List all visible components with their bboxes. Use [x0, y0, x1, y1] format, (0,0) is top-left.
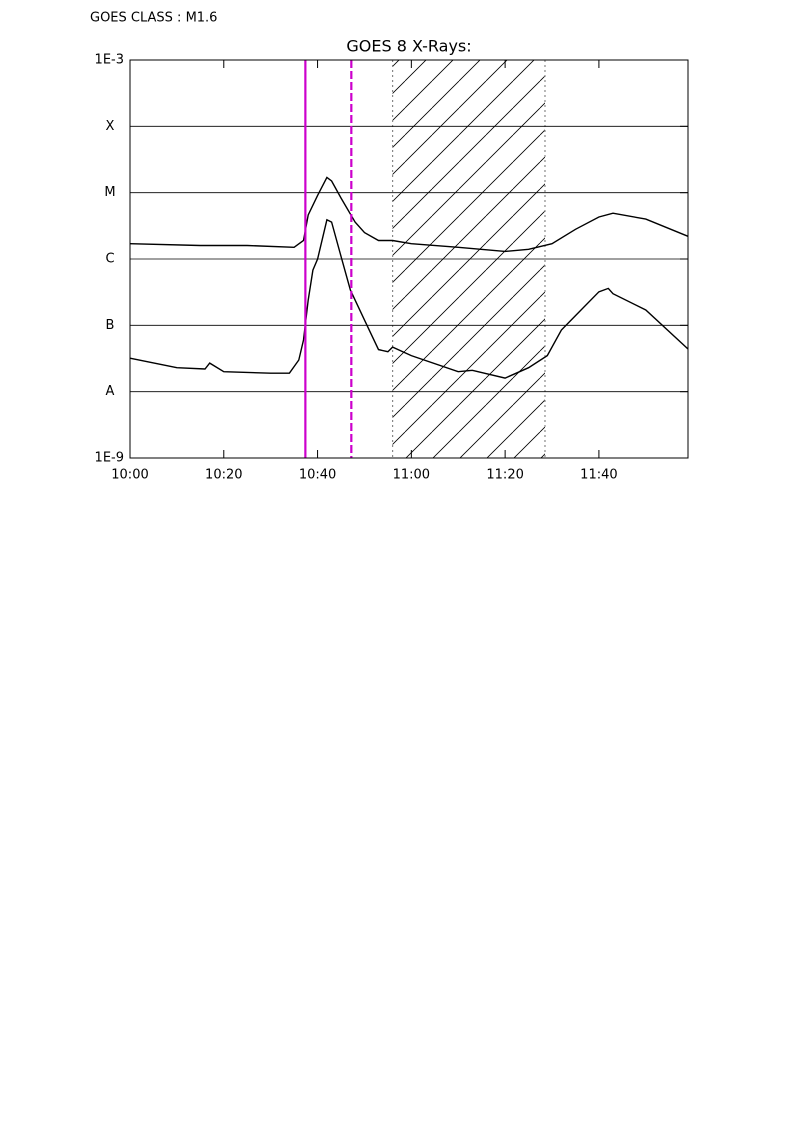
x-tick-label: 10:40 [299, 468, 336, 483]
x-tick-label: 10:00 [111, 468, 148, 483]
series-line [129, 176, 689, 253]
goes-class: GOES CLASS : M1.6 [90, 11, 217, 26]
y-tick-label: 1E-3 [95, 53, 124, 68]
x-tick-label: 11:00 [393, 468, 430, 483]
y-tick-label: X [106, 119, 115, 134]
y-tick-label: A [106, 384, 115, 399]
x-tick-label: 10:20 [205, 468, 242, 483]
series-line [129, 218, 689, 379]
plot-frame [129, 59, 689, 459]
y-tick-label: 1E-9 [95, 451, 124, 466]
x-tick-label: 11:20 [486, 468, 523, 483]
y-tick-label: B [106, 318, 115, 333]
y-tick-label: M [104, 185, 115, 200]
x-tick-label: 11:40 [580, 468, 617, 483]
y-tick-label: C [105, 252, 114, 267]
chart-title: GOES 8 X-Rays: [346, 37, 471, 56]
